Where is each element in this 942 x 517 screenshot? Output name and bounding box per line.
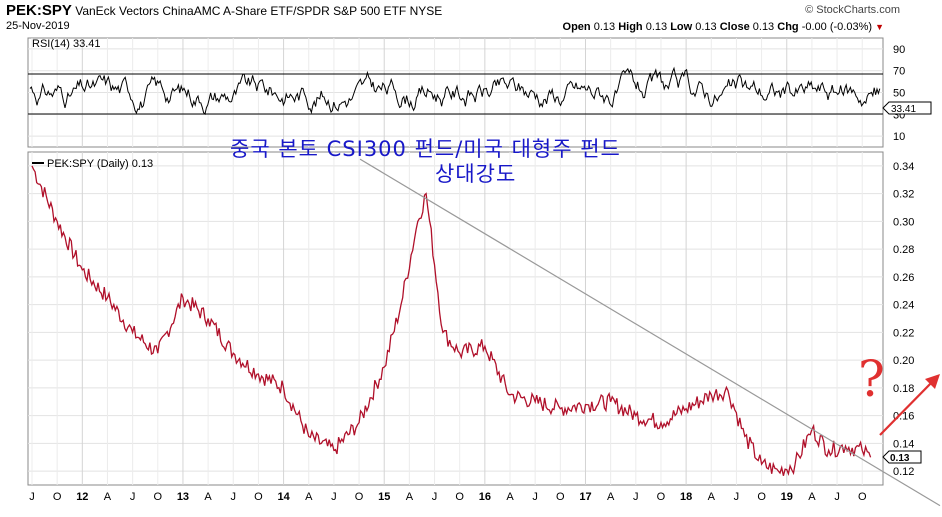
question-mark: ?: [858, 350, 885, 408]
x-tick-label: A: [506, 491, 514, 503]
low-value: 0.13: [695, 21, 717, 33]
price-y-tick-label: 0.20: [893, 355, 914, 367]
rsi-last-value: 33.41: [891, 104, 916, 115]
x-tick-label: 15: [378, 491, 390, 503]
price-y-tick-label: 0.24: [893, 300, 914, 312]
x-tick-label: J: [633, 491, 639, 503]
up-right-arrow-icon: [879, 374, 940, 436]
x-tick-label: 12: [76, 491, 88, 503]
open-label: Open: [562, 21, 591, 33]
x-tick-label: J: [130, 491, 136, 503]
x-tick-label: O: [455, 491, 464, 503]
x-tick-label: J: [532, 491, 538, 503]
price-y-tick-label: 0.22: [893, 327, 914, 339]
annotation-line-1: 중국 본토 CSI300 펀드/미국 대형주 펀드: [230, 137, 621, 161]
x-tick-label: A: [305, 491, 313, 503]
x-tick-label: A: [406, 491, 414, 503]
x-tick-label: O: [154, 491, 163, 503]
price-y-tick-label: 0.28: [893, 244, 914, 256]
x-tick-label: O: [757, 491, 766, 503]
x-tick-label: A: [204, 491, 212, 503]
x-tick-label: 16: [479, 491, 491, 503]
price-y-tick-label: 0.12: [893, 466, 914, 478]
x-tick-label: O: [858, 491, 867, 503]
price-last-value: 0.13: [890, 453, 910, 464]
x-tick-label: 14: [277, 491, 290, 503]
low-label: Low: [670, 21, 693, 33]
x-tick-label: J: [331, 491, 337, 503]
x-tick-label: J: [432, 491, 438, 503]
close-value: 0.13: [752, 21, 775, 33]
x-tick-label: 19: [781, 491, 793, 503]
price-legend: PEK:SPY (Daily) 0.13: [47, 158, 153, 170]
price-y-tick-label: 0.30: [893, 216, 914, 228]
price-y-tick-label: 0.18: [893, 383, 914, 395]
price-y-tick-label: 0.14: [893, 438, 914, 450]
price-last-tag: [882, 450, 922, 464]
price-y-ticks: 0.12 0.14 0.16 0.18 0.20 0.22 0.24 0.26 0.28 0.30…: [893, 161, 914, 478]
high-value: 0.13: [645, 21, 668, 33]
arrow-shaft: [879, 377, 937, 436]
arrow-head: [925, 374, 940, 389]
x-tick-label: A: [708, 491, 716, 503]
x-tick-label: O: [556, 491, 565, 503]
price-grid: [28, 152, 883, 485]
x-tick-label: J: [734, 491, 740, 503]
chart-date: 25-Nov-2019: [6, 20, 70, 32]
x-tick-label: O: [53, 491, 62, 503]
rsi-last-tag: [882, 101, 932, 115]
x-tick-label: O: [254, 491, 263, 503]
high-label: High: [618, 21, 643, 33]
rsi-y-tick-label: 10: [893, 131, 905, 143]
rsi-y-tick-label: 50: [893, 88, 905, 100]
symbol-label: PEK:SPY: [6, 2, 72, 19]
x-tick-label: O: [657, 491, 666, 503]
rsi-y-tick-label: 90: [893, 44, 905, 56]
x-tick-label: J: [29, 491, 35, 503]
price-series-line: [31, 165, 872, 477]
chart-title: PEK:SPY VanEck Vectors ChinaAMC A-Share …: [6, 2, 442, 19]
price-y-tick-label: 0.26: [893, 272, 914, 284]
down-arrow-icon: ▼: [875, 22, 884, 32]
chg-label: Chg: [777, 21, 799, 33]
x-tick-label: O: [355, 491, 364, 503]
rsi-title: RSI(14) 33.41: [32, 38, 100, 50]
exchange-label: NYSE: [409, 4, 443, 18]
price-last-marker: 0.13: [882, 450, 922, 464]
x-tick-label: A: [808, 491, 816, 503]
price-y-tick-label: 0.34: [893, 161, 914, 173]
price-y-tick-label: 0.32: [893, 189, 914, 201]
x-axis-ticks: J O 12 A J O 13 A J O 14 A J O 15 A J O 16 A J O 17 A J O 18 A J O 19 A…: [29, 491, 867, 503]
rsi-grid: [28, 38, 883, 147]
rsi-last-marker: 33.41: [882, 101, 932, 115]
x-tick-label: A: [104, 491, 112, 503]
price-panel: PEK:SPY (Daily) 0.13 0.12 0.14 0.16 0.18 0.2…: [27, 151, 941, 507]
price-frame: [27, 151, 884, 486]
chg-value: -0.00 (-0.03%): [801, 21, 873, 33]
x-tick-label: 18: [680, 491, 692, 503]
price-y-tick-label: 0.16: [893, 411, 914, 423]
x-tick-label: 13: [177, 491, 189, 503]
brand-label: © StockCharts.com: [805, 4, 900, 16]
rsi-series-line: [29, 66, 881, 116]
rsi-y-tick-label: 70: [893, 66, 905, 78]
close-label: Close: [719, 21, 750, 33]
trendline: [359, 158, 941, 507]
annotation-line-2: 상대강도: [435, 162, 517, 186]
symbol-description: VanEck Vectors ChinaAMC A-Share ETF/SPDR…: [75, 4, 407, 18]
x-tick-label: J: [834, 491, 840, 503]
open-value: 0.13: [593, 21, 616, 33]
ohlc-readout: Open 0.13 High 0.13 Low 0.13 Close 0.13 …: [563, 21, 884, 33]
x-tick-label: 17: [579, 491, 591, 503]
x-tick-label: J: [231, 491, 237, 503]
x-tick-label: A: [607, 491, 615, 503]
